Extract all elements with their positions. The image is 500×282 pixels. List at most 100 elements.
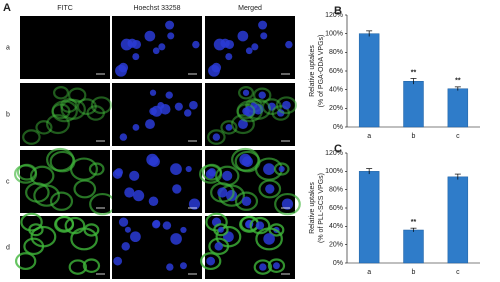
y-tick-label: 60%: [329, 68, 343, 75]
nucleus: [133, 190, 145, 202]
nucleus: [258, 91, 266, 99]
micrograph: [198, 147, 301, 216]
nucleus: [225, 123, 233, 131]
nucleus: [118, 217, 129, 227]
nucleus: [265, 184, 275, 194]
cell-green: [28, 223, 44, 237]
nucleus: [165, 91, 173, 99]
cell-green: [53, 86, 70, 100]
cell-green: [268, 223, 285, 237]
nucleus: [237, 30, 249, 42]
cell-green: [273, 162, 290, 176]
cell-green: [49, 150, 76, 173]
nucleus: [145, 119, 155, 130]
nucleus: [214, 242, 223, 251]
y-tick-label: 100%: [325, 168, 343, 175]
y-tick-label: 100%: [325, 31, 343, 38]
nucleus: [206, 256, 216, 266]
micrograph: [20, 83, 113, 146]
error-bar: [366, 168, 373, 175]
nucleus: [259, 263, 267, 271]
cell-green: [90, 96, 113, 115]
nucleus: [222, 170, 233, 181]
cell-green: [23, 237, 45, 256]
cell-green: [199, 252, 222, 271]
micrograph: [20, 16, 110, 79]
cell-green: [35, 120, 53, 135]
x-tick-label: a: [367, 269, 371, 276]
cell-green: [231, 114, 255, 135]
significance: **: [455, 78, 461, 85]
nucleus: [152, 47, 160, 55]
nucleus: [151, 220, 161, 229]
column-header: Hoechst 33258: [133, 5, 180, 12]
nucleus: [281, 198, 294, 210]
panel-label: C: [334, 143, 342, 155]
nucleus: [263, 163, 275, 176]
y-tick-label: 40%: [329, 223, 343, 230]
row-label: b: [6, 111, 10, 118]
nucleus: [165, 20, 175, 30]
cell-green: [198, 164, 223, 184]
cell-green: [13, 164, 38, 184]
x-tick-label: b: [412, 133, 416, 140]
nucleus: [113, 256, 123, 266]
nucleus: [180, 226, 187, 234]
cell-green: [208, 237, 230, 256]
y-tick-label: 20%: [329, 242, 343, 249]
micrograph: [14, 212, 110, 279]
nucleus: [167, 32, 175, 40]
nucleus: [245, 47, 253, 55]
cell-green: [220, 120, 238, 135]
error-bar: [454, 173, 461, 180]
cell-green: [83, 223, 100, 237]
cell-green: [14, 252, 37, 271]
nucleus: [129, 170, 140, 181]
nucleus: [121, 242, 130, 251]
nucleus: [159, 104, 171, 115]
nucleus: [217, 187, 228, 198]
nucleus: [189, 100, 198, 110]
nucleus: [127, 38, 137, 48]
cell-green: [238, 86, 255, 100]
cell-green: [205, 212, 228, 232]
x-tick-label: c: [456, 133, 460, 140]
nucleus: [132, 53, 140, 61]
row-label: c: [6, 178, 10, 185]
cell-green: [275, 96, 298, 115]
nucleus: [180, 262, 187, 270]
y-tick-label: 80%: [329, 49, 343, 56]
cell-green: [68, 87, 87, 103]
bar: [447, 176, 469, 264]
nucleus: [192, 40, 200, 49]
bar: [447, 88, 469, 128]
cell-green: [267, 258, 286, 273]
bar: [358, 171, 380, 264]
bar: [403, 229, 424, 264]
nucleus: [225, 53, 233, 61]
nucleus: [212, 133, 221, 141]
y-axis-label: Relative uptakes: [309, 182, 316, 234]
cell-green: [70, 227, 98, 251]
nucleus: [220, 38, 230, 48]
nucleus: [130, 231, 141, 243]
error-bar: [366, 30, 373, 37]
cell-green: [210, 182, 235, 203]
cell-green: [51, 103, 71, 120]
significance: **: [411, 219, 417, 226]
nucleus: [170, 233, 182, 245]
x-tick-label: a: [367, 133, 371, 140]
nucleus: [166, 263, 174, 271]
column-header: Merged: [238, 5, 262, 12]
image-bg: [20, 83, 110, 146]
column-header: FITC: [57, 5, 73, 12]
cell-green: [234, 150, 261, 173]
bar: [403, 81, 424, 128]
cell-green: [54, 215, 75, 233]
cell-green: [207, 129, 226, 145]
cell-green: [49, 191, 74, 211]
cell-green: [33, 184, 60, 207]
nucleus: [241, 196, 252, 206]
y-axis-label: Relative uptakes: [309, 45, 316, 97]
nucleus: [149, 89, 157, 96]
